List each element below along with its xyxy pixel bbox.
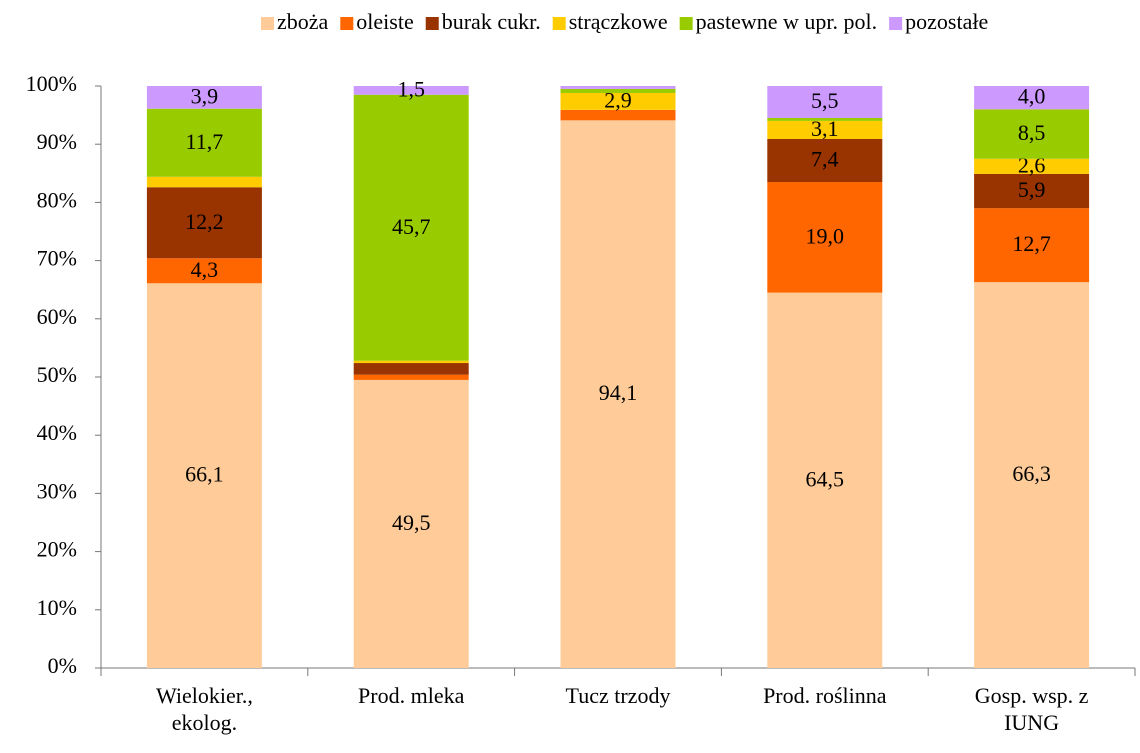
bar-segment bbox=[146, 86, 262, 109]
data-label: 64,5 bbox=[806, 466, 845, 491]
bar-segment bbox=[974, 109, 1090, 159]
data-label: 3,9 bbox=[191, 83, 219, 108]
x-tick-label: Tucz trzody bbox=[566, 683, 671, 708]
bar-segment bbox=[146, 258, 262, 284]
bar-segment bbox=[974, 158, 1090, 174]
y-tick-label: 90% bbox=[37, 129, 77, 154]
bar-segment bbox=[560, 88, 676, 93]
data-label: 66,1 bbox=[185, 462, 224, 487]
bar-segment bbox=[974, 173, 1090, 209]
bar-segment bbox=[767, 182, 883, 293]
legend-swatch bbox=[425, 17, 439, 30]
x-tick-label-line: Gosp. wsp. z bbox=[975, 683, 1089, 708]
legend-label: burak cukr. bbox=[442, 9, 541, 34]
bar-segment bbox=[767, 118, 883, 121]
x-tick-label: Wielokier., ekolog. bbox=[156, 683, 253, 735]
legend-swatch bbox=[552, 17, 566, 30]
data-label: 49,5 bbox=[392, 510, 431, 535]
legend-label: pastewne w upr. pol. bbox=[696, 9, 877, 34]
bar-segment bbox=[353, 94, 469, 361]
x-tick-label: Prod. roślinna bbox=[763, 683, 887, 708]
data-label: 12,2 bbox=[185, 209, 224, 234]
data-label: 5,5 bbox=[811, 88, 839, 113]
bar-segment bbox=[353, 363, 469, 375]
bar-segment bbox=[974, 208, 1090, 283]
legend-swatch bbox=[889, 17, 903, 30]
x-tick-label-line: ekolog. bbox=[172, 710, 237, 735]
data-label: 4,0 bbox=[1018, 84, 1046, 109]
bar-segment bbox=[974, 282, 1090, 668]
bar-segment bbox=[767, 120, 883, 139]
bar-segment bbox=[767, 138, 883, 183]
data-label: 4,3 bbox=[191, 257, 219, 282]
bar-segment bbox=[560, 92, 676, 110]
data-label: 94,1 bbox=[599, 380, 638, 405]
data-label: 19,0 bbox=[806, 223, 845, 248]
x-tick-label-line: Tucz trzody bbox=[566, 683, 671, 708]
y-tick-label: 80% bbox=[37, 187, 77, 212]
data-label: 11,7 bbox=[186, 129, 224, 154]
bar-segment bbox=[353, 86, 469, 95]
y-tick-label: 40% bbox=[37, 420, 77, 445]
data-label: 45,7 bbox=[392, 214, 431, 239]
bar-segment bbox=[560, 120, 676, 668]
legend-swatch bbox=[261, 17, 274, 30]
bar-segment bbox=[353, 379, 469, 668]
data-label: 7,4 bbox=[811, 147, 839, 172]
bar-segment bbox=[146, 187, 262, 259]
y-tick-label: 0% bbox=[48, 653, 77, 678]
bar-segment bbox=[146, 283, 262, 668]
legend-swatch bbox=[679, 17, 693, 30]
bar-segment bbox=[353, 374, 469, 380]
bar-segment bbox=[146, 176, 262, 188]
data-label: 12,7 bbox=[1012, 231, 1051, 256]
x-tick-label: Gosp. wsp. z IUNG bbox=[975, 683, 1089, 735]
x-tick-label-line: Prod. roślinna bbox=[763, 683, 887, 708]
y-tick-label: 50% bbox=[37, 362, 77, 387]
legend-label: zboża bbox=[277, 9, 329, 34]
data-label: 66,3 bbox=[1012, 461, 1051, 486]
legend-label: oleiste bbox=[356, 9, 413, 34]
x-tick-label-line: IUNG bbox=[1004, 710, 1059, 735]
y-tick-label: 10% bbox=[37, 595, 77, 620]
bar-segment bbox=[974, 86, 1090, 110]
x-tick-label: Prod. mleka bbox=[358, 683, 465, 708]
legend-label: pozostałe bbox=[905, 9, 988, 34]
legend-label: strączkowe bbox=[569, 9, 668, 34]
bar-segment bbox=[353, 360, 469, 364]
bar-segment bbox=[767, 86, 883, 119]
data-label: 1,5 bbox=[397, 76, 425, 101]
y-tick-label: 100% bbox=[26, 71, 77, 96]
bar-segment bbox=[560, 109, 676, 121]
data-label: 8,5 bbox=[1018, 120, 1046, 145]
bar-segment bbox=[767, 292, 883, 668]
y-tick-label: 30% bbox=[37, 478, 77, 503]
legend-swatch bbox=[340, 17, 354, 30]
x-tick-label-line: Wielokier., bbox=[156, 683, 253, 708]
x-tick-label-line: Prod. mleka bbox=[358, 683, 465, 708]
y-tick-label: 20% bbox=[37, 537, 77, 562]
bar-segment bbox=[146, 108, 262, 177]
bar-segment bbox=[560, 86, 676, 89]
y-tick-label: 70% bbox=[37, 246, 77, 271]
data-label: 5,9 bbox=[1018, 177, 1046, 202]
y-tick-label: 60% bbox=[37, 304, 77, 329]
